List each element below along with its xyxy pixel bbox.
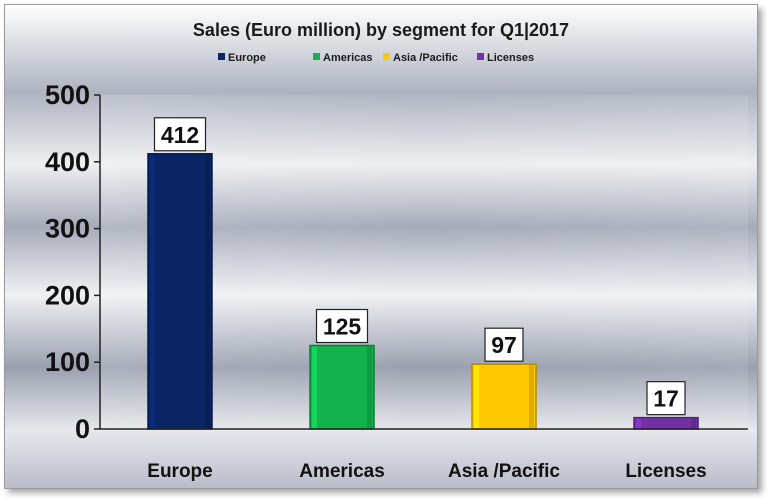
y-tick-label: 100 [45,347,90,377]
data-label: 97 [484,327,524,362]
bar-chart: Sales (Euro million) by segment for Q1|2… [5,5,757,488]
data-label-box [315,308,369,344]
data-label-box [484,327,524,362]
x-tick-label: Licenses [625,461,706,482]
legend: Europe Americas Asia /Pacific Licenses [218,52,534,64]
y-tick-label: 200 [45,280,90,310]
bar-highlight [474,365,479,428]
legend-swatch [218,53,225,60]
bar-edge-shade [529,365,534,428]
chart-frame: Sales (Euro million) by segment for Q1|2… [4,4,758,489]
bar-highlight [636,418,641,428]
y-tick-label: 0 [75,414,90,444]
data-label-box [646,381,686,416]
bar-edge-shade [691,418,696,428]
legend-label: Licenses [487,52,534,64]
legend-swatch [313,53,320,60]
data-label: 412 [153,117,207,152]
bar-highlight [312,346,317,428]
legend-swatch [383,53,390,60]
y-axis: 0 100 200 300 400 500 [45,80,101,444]
data-label-text: 17 [653,386,679,412]
y-tick-label: 400 [45,147,90,177]
x-tick-label: Americas [299,461,385,482]
legend-label: Asia /Pacific [393,52,458,64]
chart-title: Sales (Euro million) by segment for Q1|2… [193,20,569,40]
x-tick-label: Asia /Pacific [448,461,560,482]
data-label-text: 412 [161,122,199,148]
bar [471,363,537,430]
data-label-box [153,117,207,152]
bar-body [147,153,213,430]
legend-label: Europe [228,52,266,64]
bar [147,153,213,430]
data-label-text: 97 [491,332,517,358]
bar-edge-shade [367,346,372,428]
data-label-text: 125 [323,314,362,340]
legend-swatch [477,53,484,60]
data-label: 125 [315,308,369,344]
x-tick-label: Europe [147,461,212,482]
bar [633,416,699,430]
bar [309,344,375,430]
data-labels: 412 125 97 17 [153,117,686,416]
bar-edge-shade [205,154,210,428]
y-tick-label: 500 [45,80,90,110]
bar-body [633,416,699,430]
data-label: 17 [646,381,686,416]
bar-body [309,344,375,430]
x-axis: Europe Americas Asia /Pacific Licenses [100,428,748,482]
y-tick-label: 300 [45,214,90,244]
bars [147,153,699,430]
bar-body [471,363,537,430]
legend-label: Americas [323,52,373,64]
bar-highlight [150,154,155,428]
